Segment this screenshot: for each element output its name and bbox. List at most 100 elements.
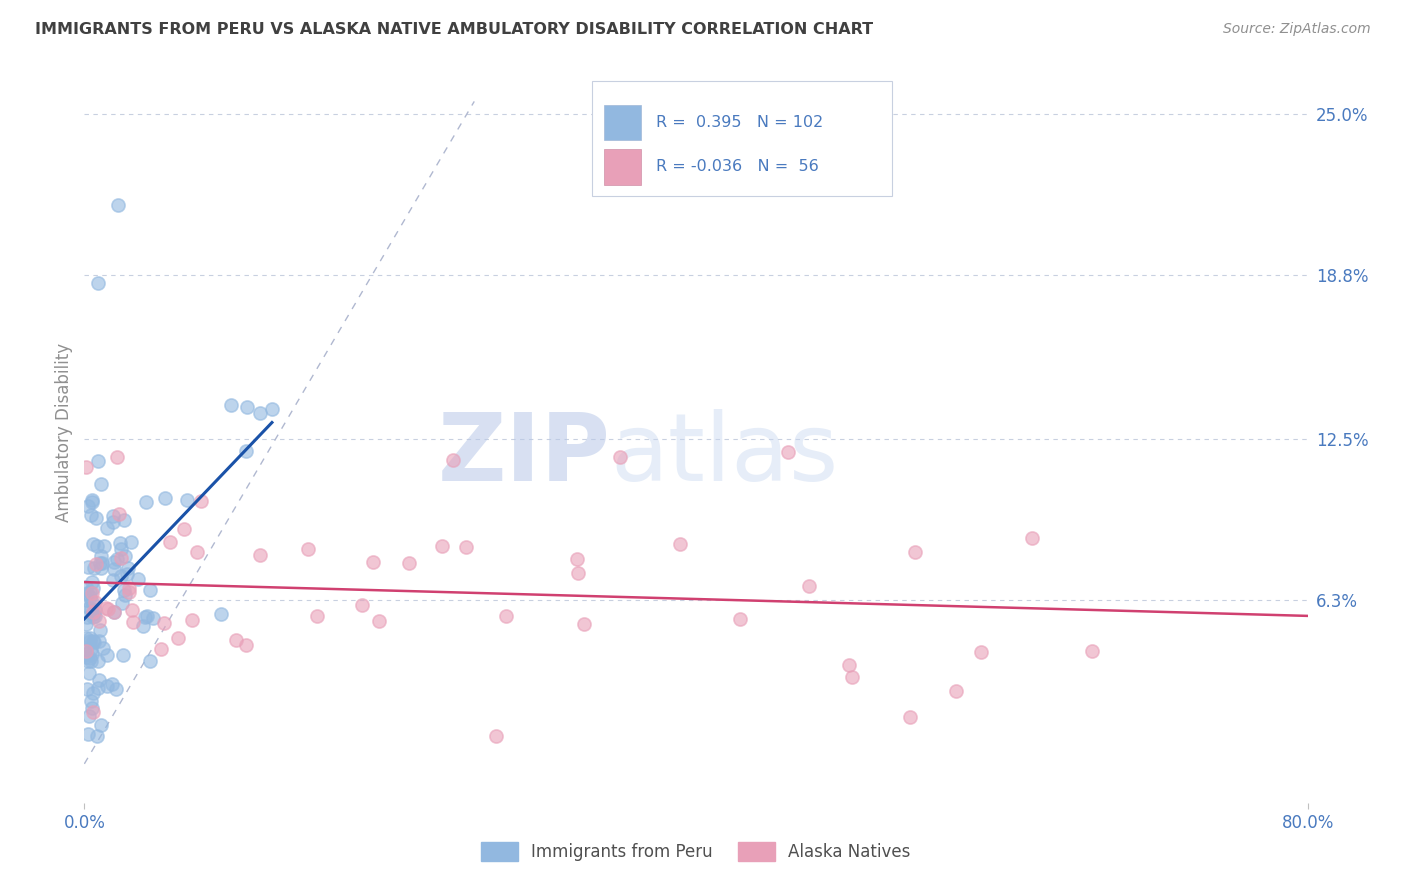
- Point: [669, 537, 692, 551]
- Point: [82, 585, 104, 599]
- Point: [79, 650, 101, 665]
- Point: [90, 477, 112, 491]
- Point: [96, 521, 118, 535]
- Point: [90, 561, 112, 575]
- Point: [111, 596, 134, 610]
- Point: [82, 537, 104, 551]
- Point: [142, 611, 165, 625]
- Point: [97, 601, 120, 615]
- Point: [79, 631, 101, 645]
- Point: [166, 631, 188, 645]
- Point: [111, 648, 134, 662]
- Point: [367, 614, 389, 628]
- Point: [110, 569, 132, 583]
- Point: [80, 654, 103, 668]
- Point: [139, 583, 162, 598]
- Point: [121, 602, 143, 616]
- Point: [86, 729, 108, 743]
- Point: [79, 634, 101, 648]
- Point: [115, 566, 138, 581]
- Point: [135, 495, 157, 509]
- Point: [969, 645, 991, 659]
- Point: [77, 709, 100, 723]
- Point: [93, 539, 115, 553]
- Point: [80, 647, 103, 661]
- Point: [799, 579, 821, 593]
- Point: [75, 644, 97, 658]
- Point: [82, 495, 104, 509]
- Point: [77, 654, 100, 668]
- Point: [82, 605, 104, 619]
- Point: [82, 609, 104, 624]
- Point: [398, 556, 420, 570]
- Point: [93, 641, 115, 656]
- Point: [776, 445, 799, 459]
- Point: [80, 602, 103, 616]
- Point: [104, 681, 127, 696]
- Point: [485, 729, 508, 743]
- Point: [96, 679, 118, 693]
- Point: [159, 535, 181, 549]
- Point: [235, 639, 257, 653]
- Point: [76, 727, 98, 741]
- Point: [89, 556, 111, 570]
- Point: [103, 605, 125, 619]
- Point: [181, 613, 204, 627]
- Point: [190, 494, 212, 508]
- Point: [82, 706, 104, 720]
- Point: [114, 549, 136, 563]
- Point: [76, 500, 98, 514]
- Text: R =  0.395   N = 102: R = 0.395 N = 102: [655, 115, 823, 130]
- Point: [186, 545, 208, 559]
- Legend: Immigrants from Peru, Alaska Natives: Immigrants from Peru, Alaska Natives: [481, 842, 911, 861]
- Point: [75, 617, 97, 632]
- Point: [105, 450, 128, 464]
- Point: [945, 684, 967, 698]
- Point: [609, 450, 631, 465]
- Point: [118, 581, 141, 595]
- Point: [80, 641, 103, 656]
- Point: [76, 681, 98, 696]
- Point: [80, 575, 103, 590]
- FancyBboxPatch shape: [592, 81, 891, 195]
- Point: [91, 556, 114, 570]
- Point: [898, 710, 921, 724]
- Point: [127, 572, 149, 586]
- Point: [80, 595, 103, 609]
- Point: [89, 623, 111, 637]
- Point: [441, 453, 464, 467]
- Point: [363, 555, 385, 569]
- Point: [82, 634, 104, 648]
- Point: [249, 406, 271, 420]
- Point: [107, 507, 129, 521]
- Point: [87, 277, 110, 291]
- Point: [567, 566, 589, 580]
- Point: [83, 609, 105, 624]
- Point: [1021, 531, 1043, 545]
- Text: ZIP: ZIP: [437, 409, 610, 500]
- Point: [454, 540, 477, 554]
- Point: [122, 615, 145, 630]
- Text: Source: ZipAtlas.com: Source: ZipAtlas.com: [1223, 22, 1371, 37]
- Point: [297, 542, 319, 557]
- Point: [260, 402, 283, 417]
- Point: [235, 443, 257, 458]
- Text: R = -0.036   N =  56: R = -0.036 N = 56: [655, 160, 818, 174]
- Point: [82, 493, 104, 508]
- Point: [430, 539, 453, 553]
- Point: [103, 574, 125, 588]
- Point: [101, 515, 124, 529]
- Point: [75, 649, 97, 664]
- Point: [235, 400, 257, 414]
- Point: [83, 561, 105, 575]
- Point: [90, 717, 112, 731]
- Point: [107, 198, 129, 212]
- Point: [135, 608, 157, 623]
- Point: [114, 588, 136, 602]
- Point: [87, 454, 110, 468]
- Point: [84, 557, 107, 571]
- Point: [103, 555, 125, 569]
- Point: [108, 535, 131, 549]
- Point: [139, 654, 162, 668]
- Point: [82, 607, 104, 621]
